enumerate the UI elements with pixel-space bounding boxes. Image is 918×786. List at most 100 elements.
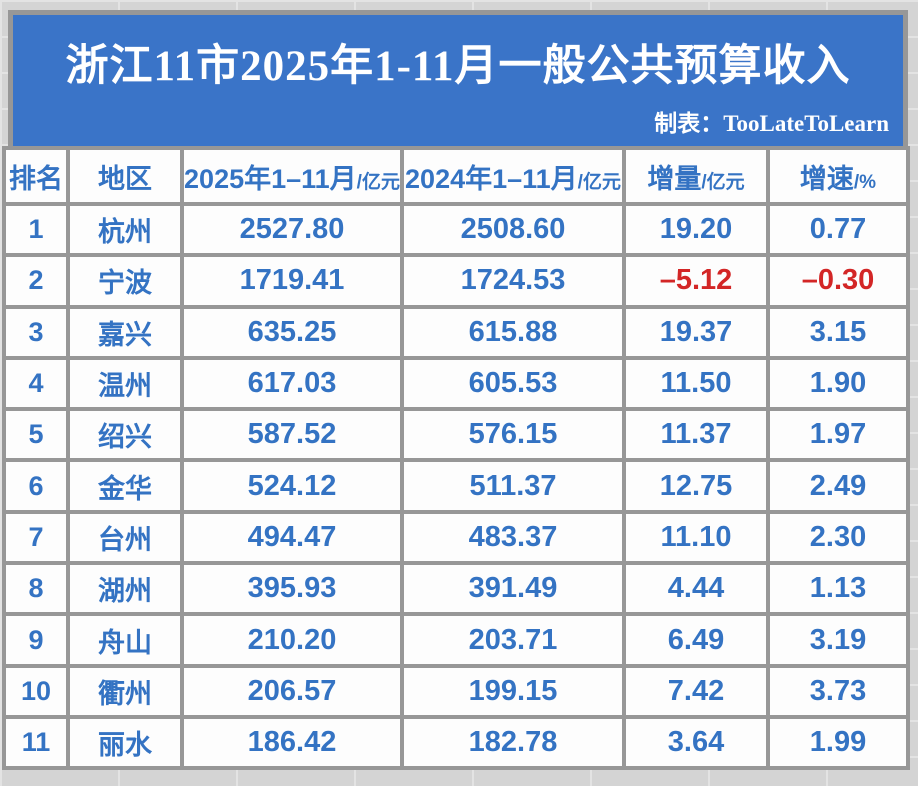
rank-cell: 5 [2,407,70,463]
table-row: 5 绍兴 587.52 576.15 11.37 1.97 [2,407,910,463]
y2024-cell: 615.88 [400,304,626,360]
y2024-cell: 182.78 [400,714,626,771]
delta-cell: –5.12 [622,253,770,309]
delta-cell: 19.20 [622,201,770,258]
table-header-row: 排名 地区 2025年1–11月/亿元 2024年1–11月/亿元 增量/亿元 增速/% [2,146,910,206]
y2025-cell: 587.52 [180,407,404,463]
rank-cell: 9 [2,612,70,668]
growth-cell: 2.49 [766,458,910,514]
city-cell: 嘉兴 [66,304,184,360]
growth-cell: 1.90 [766,355,910,412]
rank-cell: 3 [2,304,70,360]
column-unit: /亿元 [701,171,745,193]
city-cell: 台州 [66,509,184,566]
growth-cell: 0.77 [766,201,910,258]
table-row: 3 嘉兴 635.25 615.88 19.37 3.15 [2,304,910,360]
y2025-cell: 2527.80 [180,201,404,258]
delta-cell: 11.10 [622,509,770,566]
y2024-cell: 199.15 [400,663,626,719]
y2025-cell: 617.03 [180,355,404,412]
y2025-cell: 1719.41 [180,253,404,309]
y2024-cell: 511.37 [400,458,626,514]
table-row: 6 金华 524.12 511.37 12.75 2.49 [2,458,910,514]
y2024-cell: 203.71 [400,612,626,668]
city-cell: 绍兴 [66,407,184,463]
delta-cell: 12.75 [622,458,770,514]
city-cell: 温州 [66,355,184,412]
credit-line: 制表：TooLateToLearn [654,104,889,138]
growth-cell: 1.13 [766,561,910,617]
column-header-y2024: 2024年1–11月/亿元 [400,146,626,206]
column-unit: /% [853,171,877,193]
growth-cell: 3.73 [766,663,910,719]
rank-cell: 2 [2,253,70,309]
city-cell: 丽水 [66,714,184,771]
y2024-cell: 2508.60 [400,201,626,258]
column-label: 2025年1–11月 [184,163,357,194]
revenue-table: 排名 地区 2025年1–11月/亿元 2024年1–11月/亿元 增量/亿元 增速/% … [2,146,910,771]
column-label: 地区 [98,163,152,194]
column-label: 增速 [799,163,854,194]
rank-cell: 7 [2,509,70,566]
page-title: 浙江11市2025年1-11月一般公共预算收入 [65,43,851,90]
delta-cell: 6.49 [622,612,770,668]
y2025-cell: 494.47 [180,509,404,566]
title-banner: 浙江11市2025年1-11月一般公共预算收入 制表：TooLateToLear… [8,10,908,146]
credit-author: TooLateToLearn [723,111,889,136]
rank-cell: 8 [2,561,70,617]
column-header-city: 地区 [66,146,184,206]
table-row: 1 杭州 2527.80 2508.60 19.20 0.77 [2,201,910,258]
y2025-cell: 206.57 [180,663,404,719]
credit-label: 制表： [654,111,724,136]
growth-cell: –0.30 [766,253,910,309]
y2025-cell: 210.20 [180,612,404,668]
rank-cell: 11 [2,714,70,771]
city-cell: 宁波 [66,253,184,309]
column-header-growth: 增速/% [766,146,910,206]
growth-cell: 3.19 [766,612,910,668]
column-header-y2025: 2025年1–11月/亿元 [180,146,404,206]
y2024-cell: 605.53 [400,355,626,412]
growth-cell: 1.97 [766,407,910,463]
delta-cell: 19.37 [622,304,770,360]
growth-cell: 1.99 [766,714,910,771]
y2025-cell: 186.42 [180,714,404,771]
column-header-rank: 排名 [2,146,70,206]
growth-cell: 3.15 [766,304,910,360]
y2025-cell: 635.25 [180,304,404,360]
table-row: 10 衢州 206.57 199.15 7.42 3.73 [2,663,910,719]
table-row: 9 舟山 210.20 203.71 6.49 3.19 [2,612,910,668]
column-unit: /亿元 [577,171,621,193]
column-label: 2024年1–11月 [405,163,578,194]
column-label: 增量 [647,163,702,194]
delta-cell: 4.44 [622,561,770,617]
delta-cell: 3.64 [622,714,770,771]
city-cell: 杭州 [66,201,184,258]
delta-cell: 7.42 [622,663,770,719]
column-label: 排名 [9,163,63,194]
table-row: 2 宁波 1719.41 1724.53 –5.12 –0.30 [2,253,910,309]
column-header-delta: 增量/亿元 [622,146,770,206]
table-row: 4 温州 617.03 605.53 11.50 1.90 [2,355,910,412]
delta-cell: 11.37 [622,407,770,463]
city-cell: 衢州 [66,663,184,719]
y2025-cell: 524.12 [180,458,404,514]
rank-cell: 10 [2,663,70,719]
city-cell: 舟山 [66,612,184,668]
table-row: 7 台州 494.47 483.37 11.10 2.30 [2,509,910,566]
delta-cell: 11.50 [622,355,770,412]
rank-cell: 1 [2,201,70,258]
table-row: 11 丽水 186.42 182.78 3.64 1.99 [2,714,910,771]
y2024-cell: 391.49 [400,561,626,617]
city-cell: 湖州 [66,561,184,617]
y2024-cell: 576.15 [400,407,626,463]
table-row: 8 湖州 395.93 391.49 4.44 1.13 [2,561,910,617]
y2025-cell: 395.93 [180,561,404,617]
column-unit: /亿元 [356,171,400,193]
growth-cell: 2.30 [766,509,910,566]
rank-cell: 4 [2,355,70,412]
y2024-cell: 483.37 [400,509,626,566]
y2024-cell: 1724.53 [400,253,626,309]
city-cell: 金华 [66,458,184,514]
rank-cell: 6 [2,458,70,514]
